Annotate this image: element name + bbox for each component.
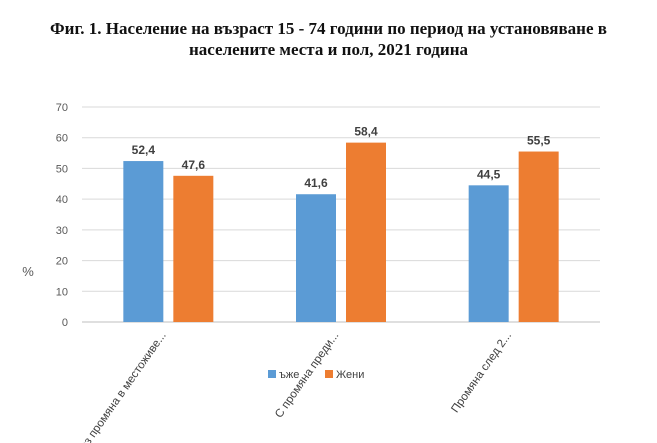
y-axis-label: % — [22, 264, 34, 279]
bar-women — [346, 142, 386, 322]
legend-label-women: Жени — [336, 369, 364, 381]
y-tick-label: 70 — [56, 102, 68, 114]
y-tick-label: 50 — [56, 163, 68, 175]
category-label: Промяна след 2... — [449, 330, 514, 415]
y-tick-label: 30 — [56, 225, 68, 237]
y-tick-label: 10 — [56, 286, 68, 298]
bar-men — [296, 194, 336, 322]
data-label-women: 55,5 — [527, 134, 551, 148]
legend-label-men: ъже — [279, 369, 299, 381]
legend-swatch-women — [325, 370, 333, 378]
category-label: Без промяна в местоживе... — [74, 330, 169, 443]
bar-men — [468, 185, 509, 322]
y-tick-label: 60 — [56, 133, 68, 145]
data-label-women: 47,6 — [182, 158, 206, 172]
bar-men — [123, 161, 164, 322]
y-tick-label: 40 — [56, 194, 68, 206]
y-tick-label: 0 — [62, 317, 68, 329]
legend-swatch-men — [268, 370, 276, 378]
data-label-men: 44,5 — [477, 167, 501, 181]
chart-title-line-2: населените места и пол, 2021 година — [189, 40, 468, 59]
bar-women — [173, 175, 214, 322]
y-tick-label: 20 — [56, 256, 68, 268]
chart-title: Фиг. 1. Население на възраст 15 - 74 год… — [0, 18, 657, 60]
chart-title-line-1: Фиг. 1. Население на възраст 15 - 74 год… — [50, 19, 607, 38]
data-label-women: 58,4 — [354, 125, 378, 139]
bar-women — [518, 151, 559, 322]
data-label-men: 41,6 — [304, 176, 328, 190]
data-label-men: 52,4 — [132, 143, 156, 157]
